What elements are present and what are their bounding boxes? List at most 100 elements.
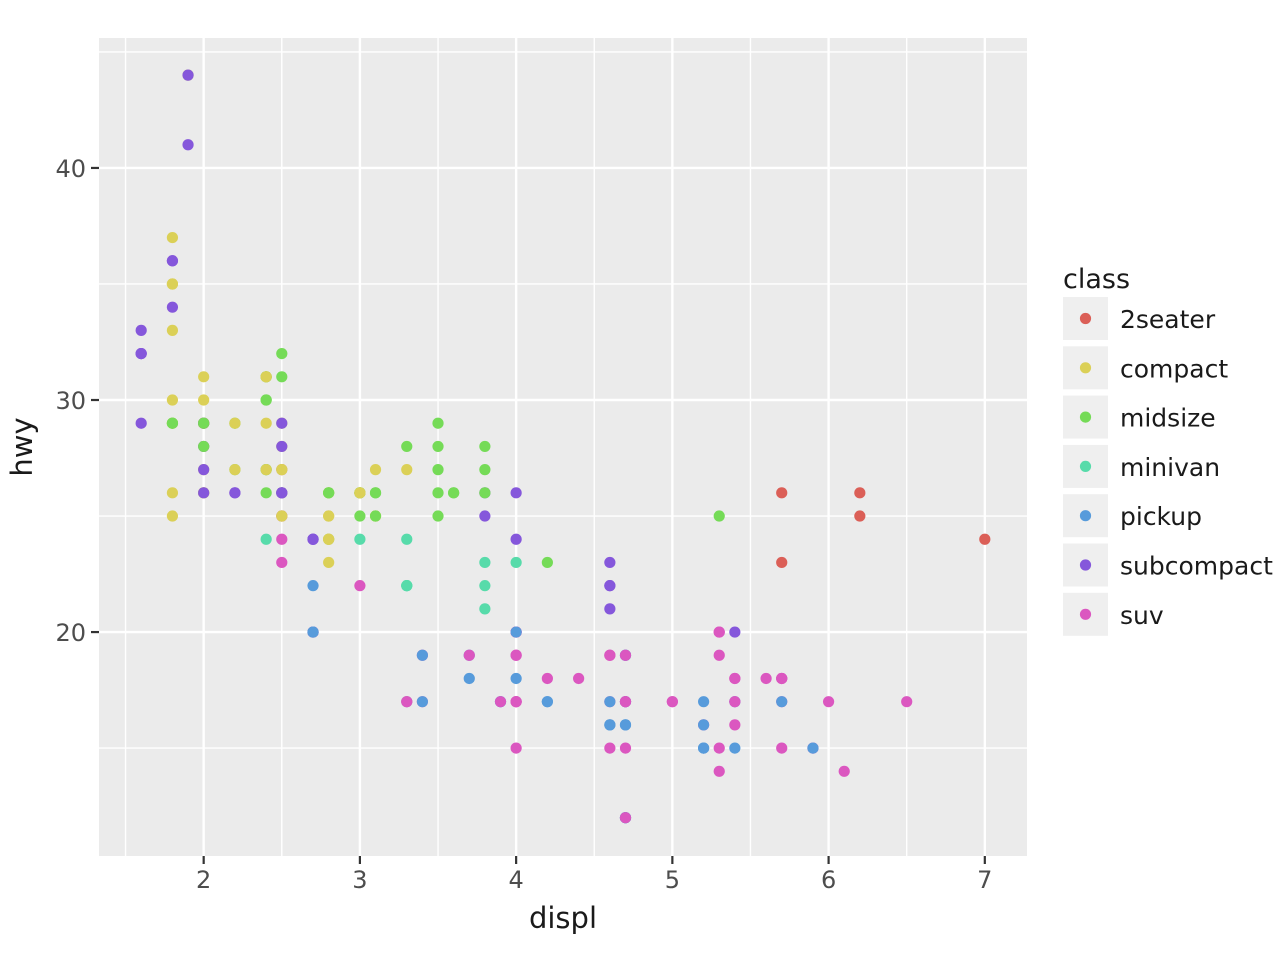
data-point [323,510,335,522]
data-point [713,626,725,638]
data-point [198,417,210,429]
data-point [198,464,210,476]
data-point [166,278,179,290]
data-point [619,649,632,661]
legend-item: suv [1063,592,1164,636]
data-point [307,580,319,592]
data-point [135,347,147,360]
data-point [479,464,491,476]
data-point [135,417,147,429]
data-point [198,440,210,453]
data-point [229,487,241,499]
data-point [276,464,288,476]
data-point [260,417,272,429]
data-point [854,510,866,522]
legend-item-label: minivan [1120,453,1220,482]
data-point [166,394,179,406]
data-point [604,580,616,592]
data-point [776,696,788,708]
data-point [479,556,491,569]
data-point [776,556,788,569]
legend-item-label: suv [1120,601,1164,630]
data-point [276,556,288,569]
data-point [401,696,413,708]
grid-minor [99,38,1027,856]
data-point [713,765,725,777]
legend-item-label: compact [1120,354,1228,383]
data-point [260,533,272,545]
data-point [604,556,616,569]
x-tick-label: 6 [821,866,836,894]
data-point [479,510,491,522]
data-point [166,255,179,267]
data-point [541,696,553,708]
data-point [807,742,819,754]
data-point [229,417,241,429]
data-point [729,696,741,708]
legend-swatch-dot [1079,411,1092,423]
data-point [510,556,522,569]
data-point [604,696,616,708]
data-point [713,510,725,522]
data-point [307,626,319,638]
data-point [166,510,179,522]
legend-item-label: midsize [1120,404,1216,433]
data-point [354,533,366,545]
data-point [510,487,522,499]
points-layer [135,69,991,824]
data-point [619,812,632,824]
data-point [510,696,522,708]
x-tick-label: 3 [352,866,367,894]
data-point [307,533,319,545]
legend-item: compact [1063,346,1228,390]
data-point [369,487,382,499]
data-point [166,487,179,499]
legend-item-label: 2seater [1120,305,1216,334]
data-point [729,742,741,754]
data-point [776,672,788,685]
data-point [182,139,194,151]
y-axis-title: hwy [5,417,39,476]
legend-item-label: pickup [1120,502,1202,531]
data-point [479,440,491,453]
data-point [354,580,366,592]
data-point [510,626,522,638]
y-tick-label: 30 [55,387,86,415]
data-point [463,672,475,685]
data-point [432,440,444,453]
legend-swatch-dot [1079,608,1092,620]
data-point [729,719,741,731]
data-point [479,580,491,592]
legend-title: class [1063,264,1130,295]
data-point [182,69,194,81]
data-point [198,394,210,406]
data-point [260,464,272,476]
data-point [854,487,866,499]
grid-major [99,38,1027,856]
data-point [276,371,288,383]
data-point [276,487,288,499]
data-point [276,510,288,522]
data-point [604,719,616,731]
data-point [166,324,179,336]
data-point [432,417,444,429]
data-point [604,603,616,615]
data-point [260,371,272,383]
data-point [198,487,210,499]
legend-item: pickup [1063,494,1202,538]
axis-ticks [91,166,986,864]
x-tick-label: 2 [196,866,211,894]
data-point [776,487,788,499]
data-point [401,464,413,476]
data-point [323,556,335,569]
data-point [369,464,382,476]
legend-swatch-dot [1079,362,1092,374]
data-point [369,510,382,522]
data-point [401,440,413,453]
data-point [666,696,678,708]
legend-item: 2seater [1063,297,1216,340]
data-point [541,556,553,569]
data-point [276,347,288,360]
data-point [698,719,710,731]
data-point [604,649,616,661]
